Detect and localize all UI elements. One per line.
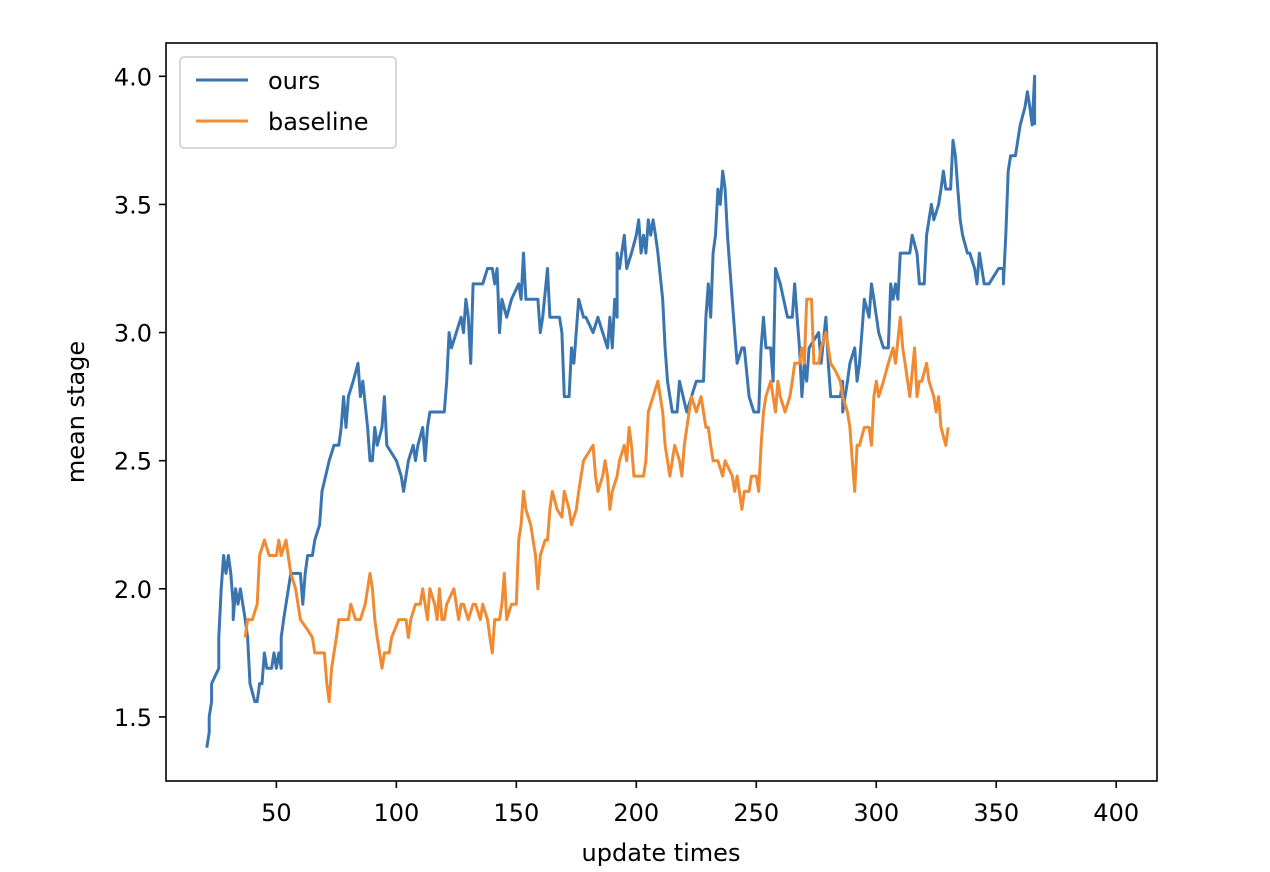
legend-label-baseline: baseline	[268, 108, 369, 136]
x-tick-label: 100	[373, 799, 419, 827]
y-tick-label: 4.0	[114, 63, 152, 91]
y-tick-label: 2.5	[114, 448, 152, 476]
x-tick-label: 300	[853, 799, 899, 827]
x-tick-label: 350	[973, 799, 1019, 827]
y-tick-label: 3.5	[114, 191, 152, 219]
x-tick-label: 150	[493, 799, 539, 827]
plot-frame	[165, 42, 1158, 782]
legend-label-ours: ours	[268, 67, 320, 95]
y-axis: 1.5 2.0 2.5 3.0 3.5 4.0	[114, 63, 166, 732]
x-tick-label: 50	[261, 799, 292, 827]
y-axis-label: mean stage	[62, 341, 90, 483]
x-tick-label: 400	[1093, 799, 1139, 827]
x-tick-label: 250	[733, 799, 779, 827]
x-axis: 50 100 150 200 250 300 350 400	[261, 781, 1139, 827]
series-line-ours	[205, 74, 1037, 748]
x-tick-label: 200	[613, 799, 659, 827]
y-tick-label: 2.0	[114, 576, 152, 604]
plot-lines	[205, 74, 1037, 748]
series-line-baseline	[243, 297, 950, 704]
legend: ours baseline	[179, 56, 397, 149]
y-tick-label: 3.0	[114, 320, 152, 348]
y-tick-label: 1.5	[114, 704, 152, 732]
x-axis-label: update times	[582, 839, 741, 867]
